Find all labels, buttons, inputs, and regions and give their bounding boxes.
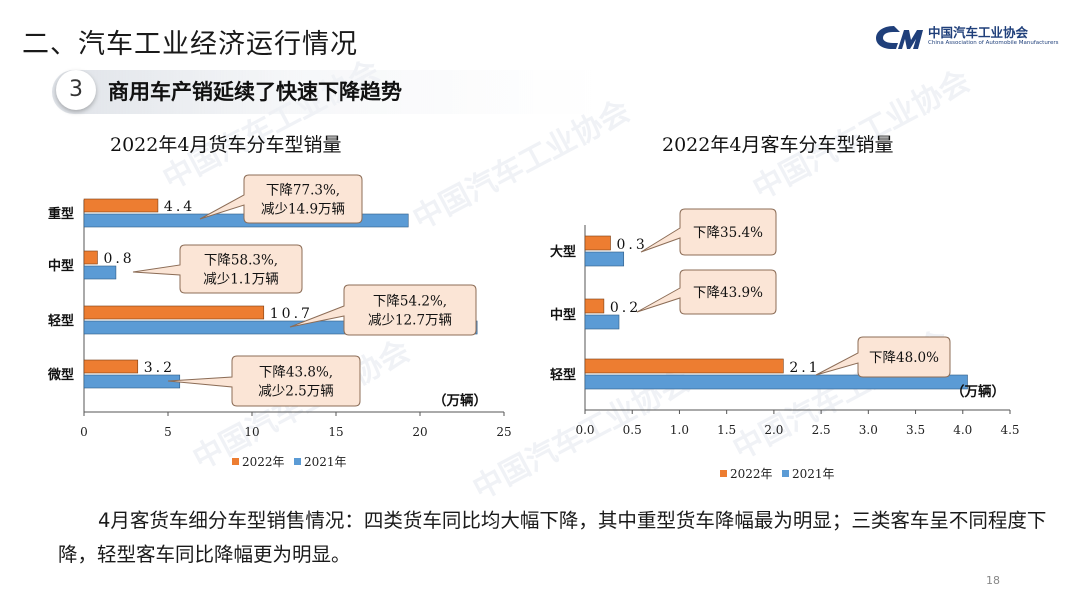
truck-bar-2022 (83, 359, 139, 374)
bus-legend-label: 2021年 (792, 467, 835, 481)
truck-bar-2022 (83, 305, 265, 320)
truck-category-label: 中型 (48, 258, 74, 274)
truck-callout-box (289, 284, 477, 336)
truck-x-tick-label: 15 (328, 425, 343, 439)
caam-logo-icon (876, 26, 923, 49)
truck-x-tick-label: 5 (164, 425, 172, 439)
truck-value-label: 10.7 (270, 306, 313, 322)
truck-category-label: 重型 (48, 206, 74, 222)
bus-category-label: 中型 (550, 307, 576, 323)
bus-callout-text: 下降48.0% (869, 350, 939, 366)
bus-value-label: 0.3 (617, 237, 648, 253)
bus-category-label: 大型 (550, 244, 576, 260)
bus-x-tick-label: 2.5 (812, 423, 831, 437)
bus-callout-box (815, 336, 951, 378)
truck-callout-text: 减少14.9万辆 (261, 202, 345, 218)
bus-x-tick-label: 3.5 (906, 423, 925, 437)
bus-value-label: 0.2 (610, 300, 641, 316)
truck-legend-swatch-2022年 (232, 458, 239, 465)
bus-legend-swatch-2021年 (782, 470, 789, 477)
truck-callout-box (199, 174, 363, 224)
truck-x-tick-label: 10 (244, 425, 259, 439)
truck-x-tick-label: 0 (80, 425, 88, 439)
logo-english-name: China Association of Automobile Manufact… (928, 40, 1059, 46)
bus-chart-plot: 0.0 0.5 1.0 1.5 2.0 2.5 3.0 3.5 4.0 4.5 大型 0.3 中型 0.2… (550, 208, 1020, 481)
truck-chart: 2022年4月货车分车型销量 0 5 10 15 20 25 重型 4.4 中型 0.8 轻型 10.… (0, 0, 540, 500)
bus-callout-text: 下降35.4% (693, 225, 763, 241)
truck-x-tick-label: 20 (412, 425, 427, 439)
truck-callout-box (167, 355, 361, 407)
truck-category-label: 轻型 (48, 313, 74, 329)
truck-callout-box (132, 244, 303, 294)
page-number: 18 (986, 574, 1000, 587)
truck-unit-label: （万辆） (433, 392, 487, 409)
truck-callout-text: 下降43.8%, (259, 365, 333, 381)
bus-chart-title: 2022年4月客车分车型销量 (662, 134, 894, 156)
bus-callout-text: 下降43.9% (693, 285, 763, 301)
truck-x-tick-label: 25 (496, 425, 511, 439)
bus-bar-2022 (584, 298, 605, 314)
truck-callout-text: 减少1.1万辆 (203, 272, 278, 288)
truck-chart-plot: 0 5 10 15 20 25 重型 4.4 中型 0.8 轻型 10.7 微型 3.2 下降77.3%, 减… (47, 174, 512, 469)
bus-callout-box (640, 208, 777, 256)
bus-bar-2021 (584, 251, 625, 267)
truck-legend-label: 2022年 (242, 455, 285, 469)
bus-x-tick-label: 3.0 (859, 423, 878, 437)
bus-bar-2021 (584, 374, 968, 390)
bus-legend-swatch-2022年 (720, 470, 727, 477)
section-title: 商用车产销延续了快速下降趋势 (108, 80, 402, 104)
bus-x-tick-label: 4.0 (953, 423, 972, 437)
truck-bar-2022 (83, 250, 98, 265)
bus-value-label: 2.1 (789, 360, 820, 376)
section-number: 3 (56, 70, 96, 110)
bus-callout-box (636, 269, 777, 315)
caam-logo: 中国汽车工业协会 China Association of Automobile… (874, 20, 1064, 60)
truck-callout-text: 下降54.2%, (373, 294, 447, 310)
truck-legend-swatch-2021年 (294, 458, 301, 465)
bus-chart: 2022年4月客车分车型销量 0.0 0.5 1.0 1.5 2.0 2.5 3.0 3.5 4… (550, 134, 1020, 481)
truck-chart-title: 2022年4月货车分车型销量 (110, 134, 342, 156)
truck-value-label: 4.4 (164, 199, 195, 215)
bus-x-tick-label: 0.5 (623, 423, 642, 437)
truck-callout-text: 减少2.5万辆 (258, 384, 333, 400)
bus-x-tick-label: 1.0 (670, 423, 689, 437)
bus-x-tick-label: 1.5 (717, 423, 736, 437)
truck-legend-label: 2021年 (304, 455, 347, 469)
truck-category-label: 微型 (47, 367, 74, 383)
page-title: 二、汽车工业经济运行情况 (22, 29, 358, 60)
truck-bar-2022 (83, 198, 159, 213)
truck-value-label: 3.2 (144, 360, 175, 376)
bus-x-tick-label: 2.0 (764, 423, 783, 437)
bus-unit-label: （万辆） (951, 383, 1005, 400)
bus-legend-label: 2022年 (730, 467, 773, 481)
truck-callout-text: 下降77.3%, (266, 183, 340, 199)
truck-callout-text: 减少12.7万辆 (368, 313, 452, 329)
truck-callout-text: 下降58.3%, (204, 253, 278, 269)
logo-chinese-name: 中国汽车工业协会 (928, 25, 1029, 40)
truck-value-label: 0.8 (103, 251, 134, 267)
bus-bar-2021 (584, 314, 620, 330)
summary-text: 4月客货车细分车型销售情况：四类货车同比均大幅下降，其中重型货车降幅最为明显；三… (58, 509, 1047, 566)
bus-x-tick-label: 0.0 (575, 423, 594, 437)
truck-bar-2021 (83, 265, 117, 280)
bus-category-label: 轻型 (550, 367, 576, 383)
bus-x-tick-label: 4.5 (1000, 423, 1019, 437)
bus-bar-2022 (584, 358, 784, 374)
bus-bar-2022 (584, 235, 611, 251)
section-band (52, 70, 592, 114)
